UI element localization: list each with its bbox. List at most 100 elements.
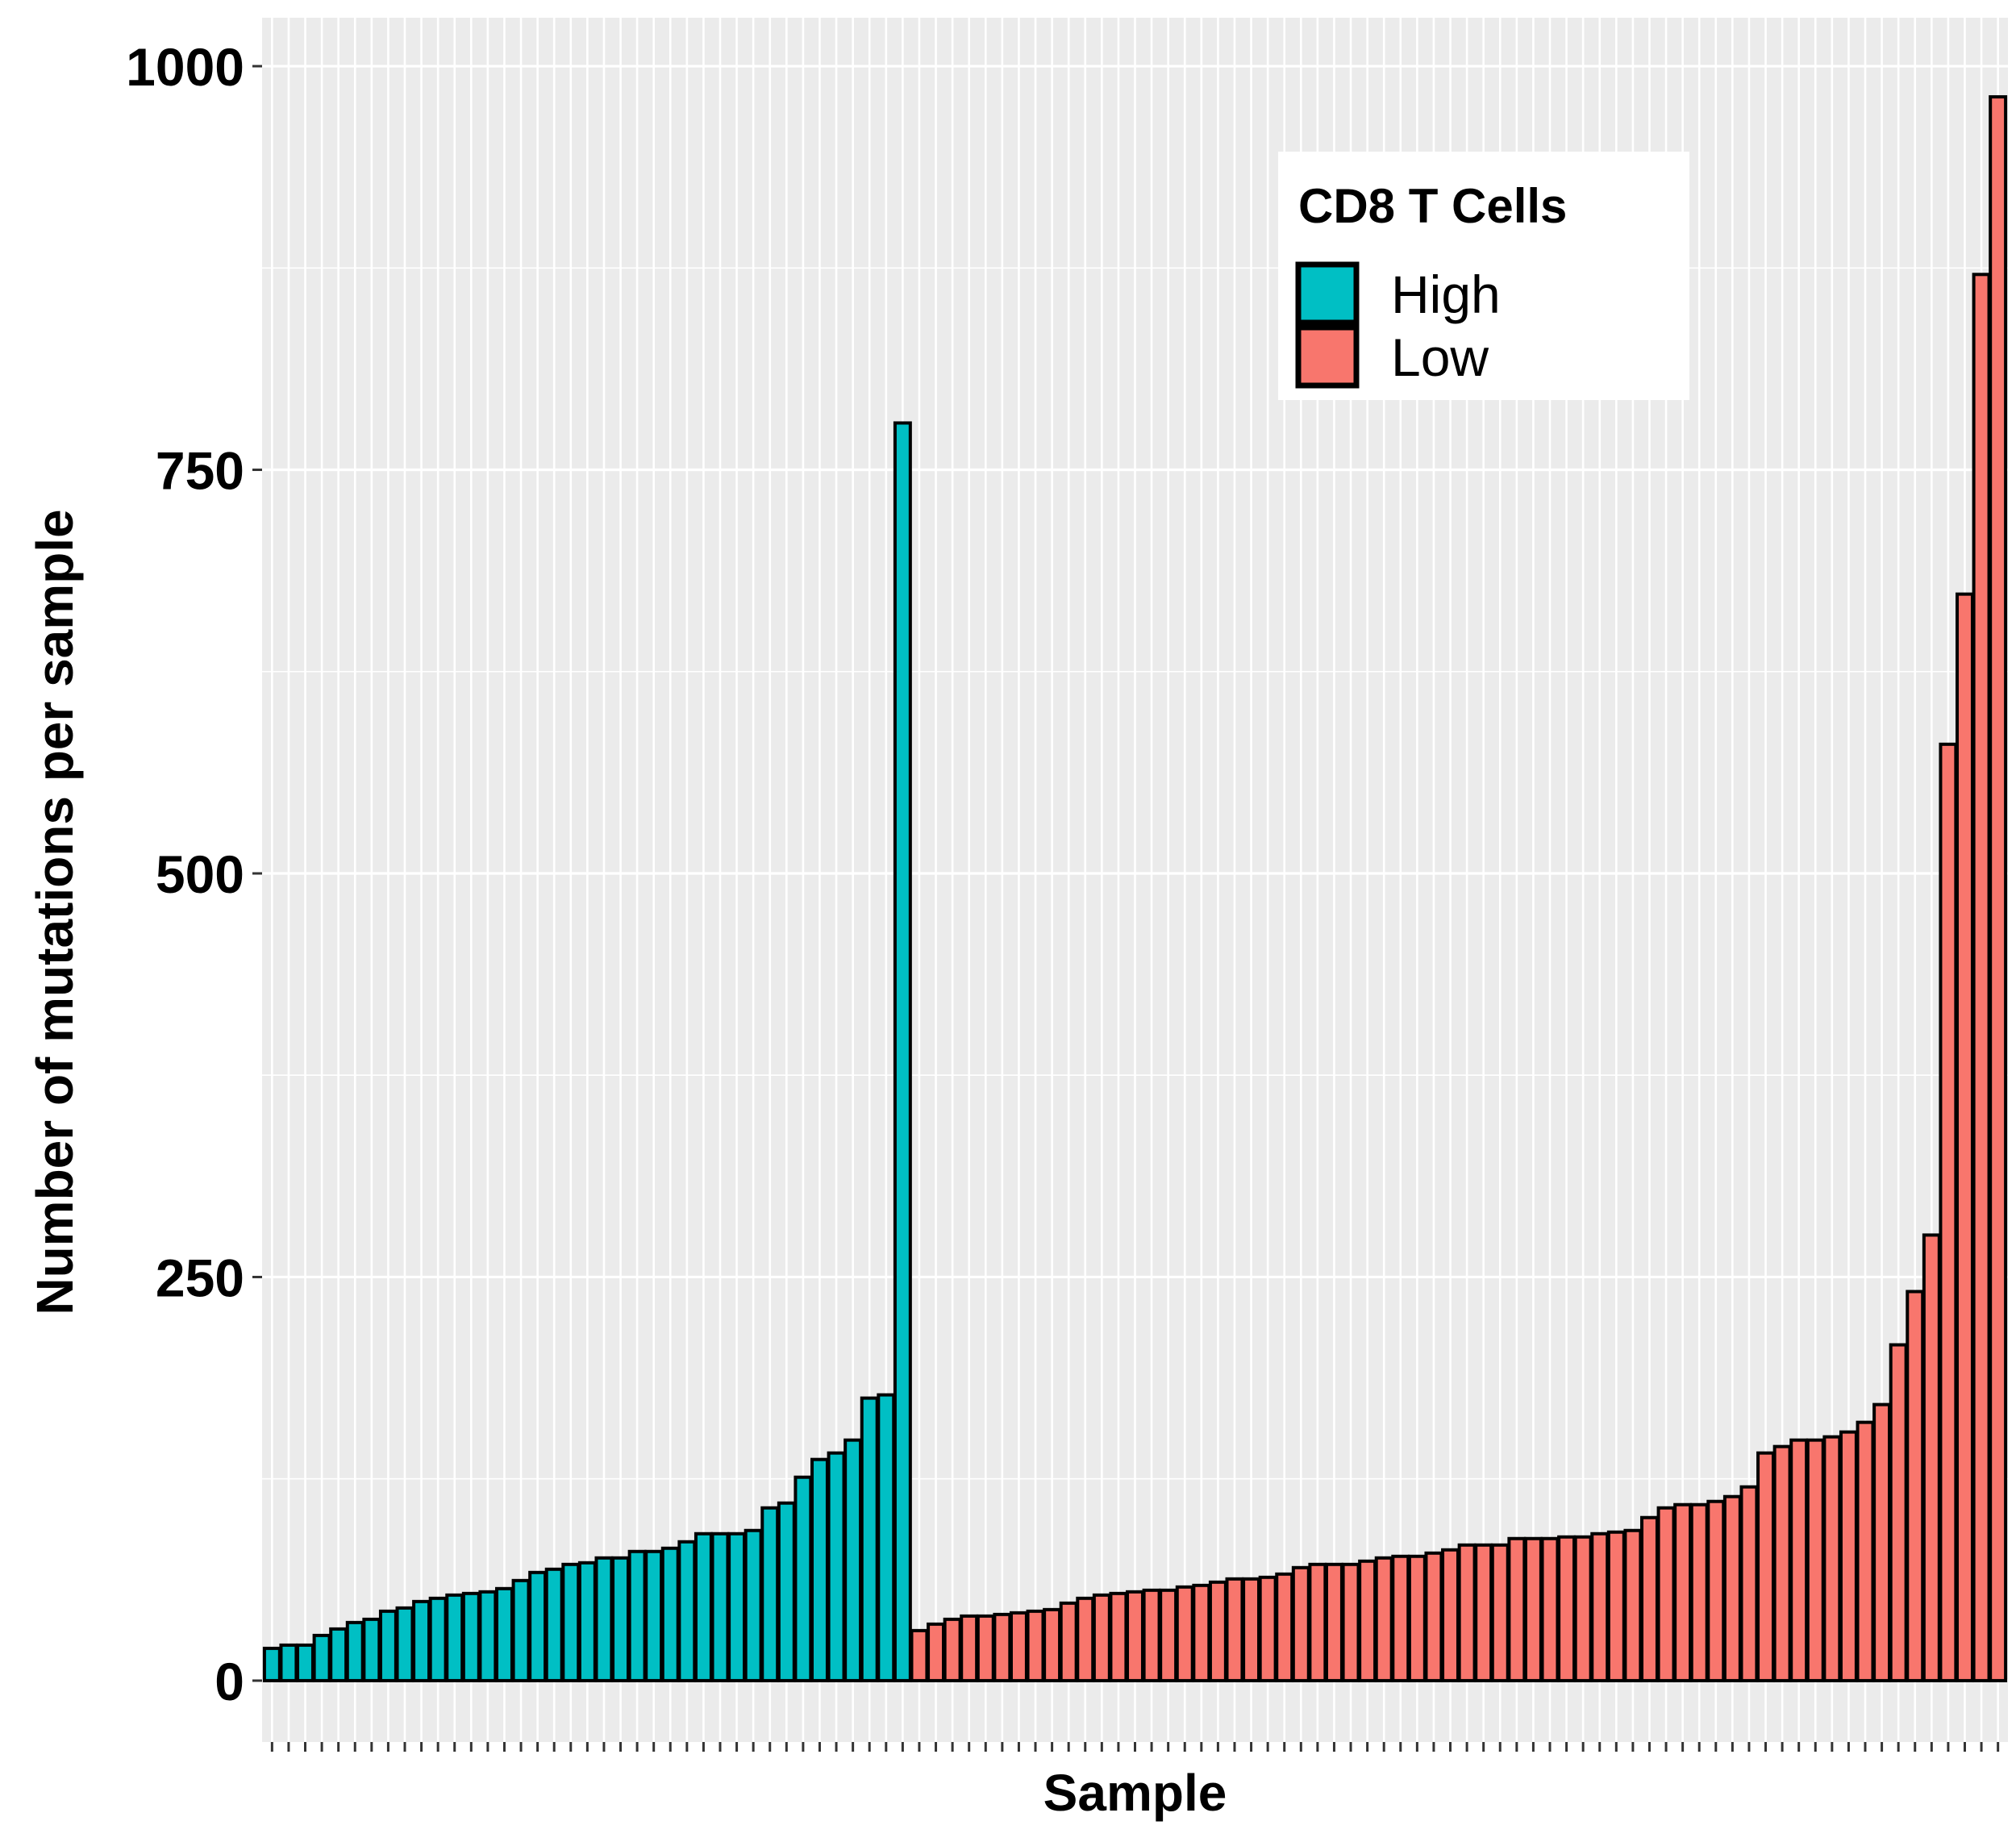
bar-high — [378, 1609, 398, 1682]
bar-low — [1175, 1585, 1194, 1682]
bar-high — [760, 1506, 780, 1682]
bar-low — [1225, 1577, 1244, 1682]
bar-high — [329, 1627, 348, 1682]
bar-high — [296, 1643, 314, 1682]
bar-low — [1722, 1494, 1742, 1682]
bar-low — [1656, 1506, 1676, 1682]
bar-low — [1822, 1435, 1842, 1682]
bar-high — [860, 1396, 879, 1682]
bar-low — [1640, 1515, 1659, 1682]
bar-low — [1789, 1438, 1809, 1682]
bar-low — [1806, 1438, 1825, 1682]
x-axis-title: Sample — [1043, 1764, 1227, 1822]
bar-low — [1126, 1590, 1144, 1682]
grid-major — [262, 18, 2008, 1742]
bar-low — [1358, 1559, 1377, 1682]
bar-high — [627, 1549, 647, 1682]
bar-low — [1507, 1536, 1527, 1682]
bar-low — [1839, 1430, 1858, 1682]
bar-low — [927, 1622, 946, 1682]
bar-low — [1540, 1536, 1560, 1682]
bar-low — [1424, 1551, 1443, 1682]
bar-low — [1308, 1562, 1327, 1682]
legend-key-low — [1295, 324, 1360, 389]
bar-low — [1523, 1536, 1543, 1682]
bar-high — [744, 1528, 763, 1682]
y-axis: 0 250 500 750 1000 — [126, 37, 262, 1711]
bar-low — [1906, 1290, 1925, 1682]
bar-high — [362, 1617, 381, 1682]
bar-high — [777, 1501, 796, 1682]
bar-low — [1474, 1543, 1493, 1682]
bar-low — [1590, 1532, 1610, 1682]
bar-high — [461, 1591, 481, 1682]
y-tick-label: 750 — [156, 441, 244, 501]
y-tick-label: 0 — [215, 1652, 244, 1711]
bar-high — [312, 1633, 331, 1682]
x-axis — [270, 1742, 2000, 1752]
bar-low — [1772, 1444, 1792, 1682]
bar-high — [694, 1532, 713, 1682]
bar-low — [1673, 1502, 1693, 1682]
bar-low — [1756, 1451, 1776, 1682]
bar-low — [1407, 1554, 1427, 1682]
bar-low — [1573, 1535, 1593, 1682]
bar-low — [1159, 1588, 1178, 1682]
bar-high — [893, 421, 912, 1682]
bar-low — [1606, 1530, 1626, 1682]
bar-low — [1142, 1588, 1161, 1682]
bar-high — [428, 1596, 448, 1682]
bar-high — [528, 1570, 548, 1682]
bar-low — [1889, 1343, 1908, 1682]
bar-low — [1557, 1535, 1577, 1682]
bar-high — [793, 1475, 813, 1682]
bar-high — [395, 1606, 414, 1682]
bar-low — [993, 1612, 1012, 1682]
bar-low — [1956, 592, 1974, 1682]
bar-high — [445, 1593, 464, 1682]
bar-low — [1341, 1562, 1360, 1682]
legend-label-low: Low — [1391, 327, 1489, 387]
bar-low — [1739, 1485, 1759, 1682]
bar-low — [1689, 1502, 1709, 1682]
bar-high — [710, 1532, 730, 1682]
y-tick-label: 250 — [156, 1248, 244, 1307]
bar-low — [910, 1628, 929, 1682]
bar-low — [1939, 742, 1958, 1682]
bar-low — [1706, 1499, 1726, 1682]
bar-high — [544, 1567, 564, 1682]
bar-high — [727, 1532, 747, 1682]
bar-high — [810, 1457, 829, 1682]
bar-low — [1109, 1591, 1128, 1682]
bar-low — [1324, 1562, 1343, 1682]
bar-high — [478, 1590, 498, 1682]
bar-low — [1922, 1233, 1941, 1682]
bar-low — [1092, 1593, 1111, 1682]
bar-low — [1059, 1601, 1078, 1682]
bar-low — [1009, 1611, 1028, 1682]
bar-low — [1490, 1543, 1510, 1682]
bar-high — [611, 1556, 630, 1682]
bar-low — [1192, 1583, 1211, 1682]
bar-low — [1457, 1543, 1477, 1682]
bar-high — [877, 1393, 896, 1682]
bar-high — [660, 1546, 680, 1682]
bar-high — [644, 1549, 664, 1682]
bar-high — [494, 1586, 514, 1682]
bar-low — [1208, 1580, 1227, 1682]
y-tick-label: 1000 — [126, 37, 244, 97]
bar-high — [561, 1562, 581, 1682]
bar-low — [1989, 95, 2008, 1682]
legend-title: CD8 T Cells — [1298, 179, 1567, 233]
bar-low — [1242, 1577, 1261, 1682]
bar-low — [1291, 1565, 1310, 1682]
bar-high — [511, 1578, 531, 1682]
bar-high — [577, 1561, 597, 1682]
bar-low — [1374, 1556, 1393, 1682]
bar-low — [960, 1614, 979, 1682]
bar-high — [412, 1599, 431, 1682]
bar-high — [843, 1438, 863, 1682]
